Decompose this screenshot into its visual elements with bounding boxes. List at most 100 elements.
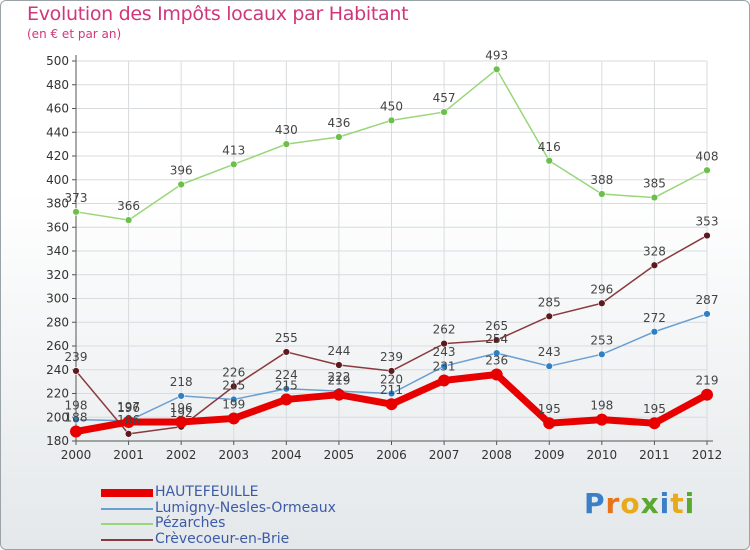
data-label: 226 (222, 365, 245, 379)
chart-title: Evolution des Impôts locaux par Habitant (27, 3, 409, 25)
legend-swatch (101, 538, 153, 541)
data-point (598, 299, 606, 307)
x-tick-label: 2012 (692, 448, 723, 462)
data-label: 353 (696, 215, 719, 229)
data-point (703, 166, 711, 174)
data-point (280, 393, 293, 406)
data-point (335, 361, 343, 369)
data-point (72, 208, 80, 216)
data-point (175, 416, 188, 428)
x-tick-label: 2011 (639, 448, 670, 462)
data-label: 436 (327, 116, 350, 130)
data-label: 236 (485, 354, 508, 368)
data-point (595, 413, 608, 426)
data-label: 287 (696, 293, 719, 307)
data-label: 196 (117, 401, 140, 415)
y-tick-label: 300 (46, 292, 69, 306)
data-label: 408 (696, 149, 719, 163)
series-hautefeuille (70, 368, 713, 438)
data-label: 285 (538, 295, 561, 309)
logo-letter: x (640, 487, 660, 520)
data-label: 430 (275, 123, 298, 137)
y-tick-label: 380 (46, 197, 69, 211)
data-point (227, 412, 240, 425)
x-tick-label: 2006 (376, 448, 407, 462)
data-label: 413 (222, 143, 245, 157)
data-point (72, 367, 80, 375)
data-label: 195 (538, 402, 561, 416)
data-point (122, 416, 135, 428)
data-point (701, 388, 713, 401)
data-point (332, 388, 345, 401)
data-point (335, 133, 343, 141)
data-point (124, 216, 133, 224)
data-point (230, 160, 238, 169)
data-label: 396 (170, 164, 193, 178)
data-point (438, 374, 451, 387)
data-label: 220 (380, 373, 403, 387)
data-point (492, 65, 501, 74)
data-point (650, 328, 659, 336)
data-label: 265 (485, 319, 508, 333)
logo-letter: r (605, 487, 621, 520)
data-point (598, 190, 606, 198)
y-tick-label: 180 (46, 434, 69, 448)
data-label: 231 (433, 359, 456, 373)
y-tick-label: 280 (46, 315, 69, 329)
logo-letter: t (670, 487, 685, 520)
data-label: 215 (275, 378, 298, 392)
x-tick-label: 2010 (587, 448, 618, 462)
x-tick-label: 2002 (166, 448, 197, 462)
legend-label: Lumigny-Nesles-Ormeaux (155, 499, 336, 516)
y-tick-label: 220 (46, 387, 69, 401)
data-label: 296 (590, 282, 613, 296)
data-point (650, 193, 659, 202)
legend-swatch (101, 507, 153, 510)
data-point (282, 348, 291, 356)
x-tick-label: 2000 (61, 448, 92, 462)
x-tick-label: 2001 (113, 448, 144, 462)
x-tick-label: 2007 (429, 448, 460, 462)
data-point (440, 339, 448, 348)
y-tick-label: 420 (46, 149, 69, 163)
data-label: 366 (117, 199, 140, 213)
data-point (440, 108, 448, 116)
data-point (177, 180, 185, 189)
data-label: 450 (380, 99, 403, 113)
data-label: 224 (275, 368, 298, 382)
x-tick-label: 2003 (218, 448, 249, 462)
data-point (648, 417, 661, 430)
data-point (282, 385, 291, 393)
data-label: 219 (327, 374, 350, 388)
data-label: 243 (433, 345, 456, 359)
y-tick-label: 360 (46, 220, 69, 234)
y-tick-label: 240 (46, 363, 69, 377)
data-point (545, 157, 553, 165)
data-label: 211 (380, 383, 403, 397)
data-point (177, 392, 185, 400)
data-point (543, 417, 556, 430)
data-label: 222 (327, 370, 350, 384)
y-tick-label: 440 (46, 125, 69, 139)
data-label: 373 (65, 191, 88, 205)
data-point (650, 261, 659, 269)
proxiti-logo: Proxiti (584, 487, 695, 520)
legend-label: HAUTEFEUILLE (155, 484, 259, 500)
data-label: 218 (170, 375, 193, 389)
legend-swatch (101, 523, 153, 525)
series (70, 65, 713, 438)
data-label: 457 (433, 91, 456, 105)
data-point (490, 368, 503, 381)
data-label: 199 (222, 397, 245, 411)
data-point (492, 349, 501, 357)
data-point (70, 425, 82, 438)
y-tick-label: 320 (46, 268, 69, 282)
axes: 180 200 220 240 260 280 300 320 340 360 380 400 420 4… (46, 54, 722, 462)
x-tick-label: 2005 (324, 448, 355, 462)
y-tick-label: 260 (46, 339, 69, 353)
data-point (385, 398, 398, 411)
series-p-zarches (72, 65, 711, 224)
x-tick-label: 2008 (481, 448, 512, 462)
data-label: 388 (590, 173, 613, 187)
